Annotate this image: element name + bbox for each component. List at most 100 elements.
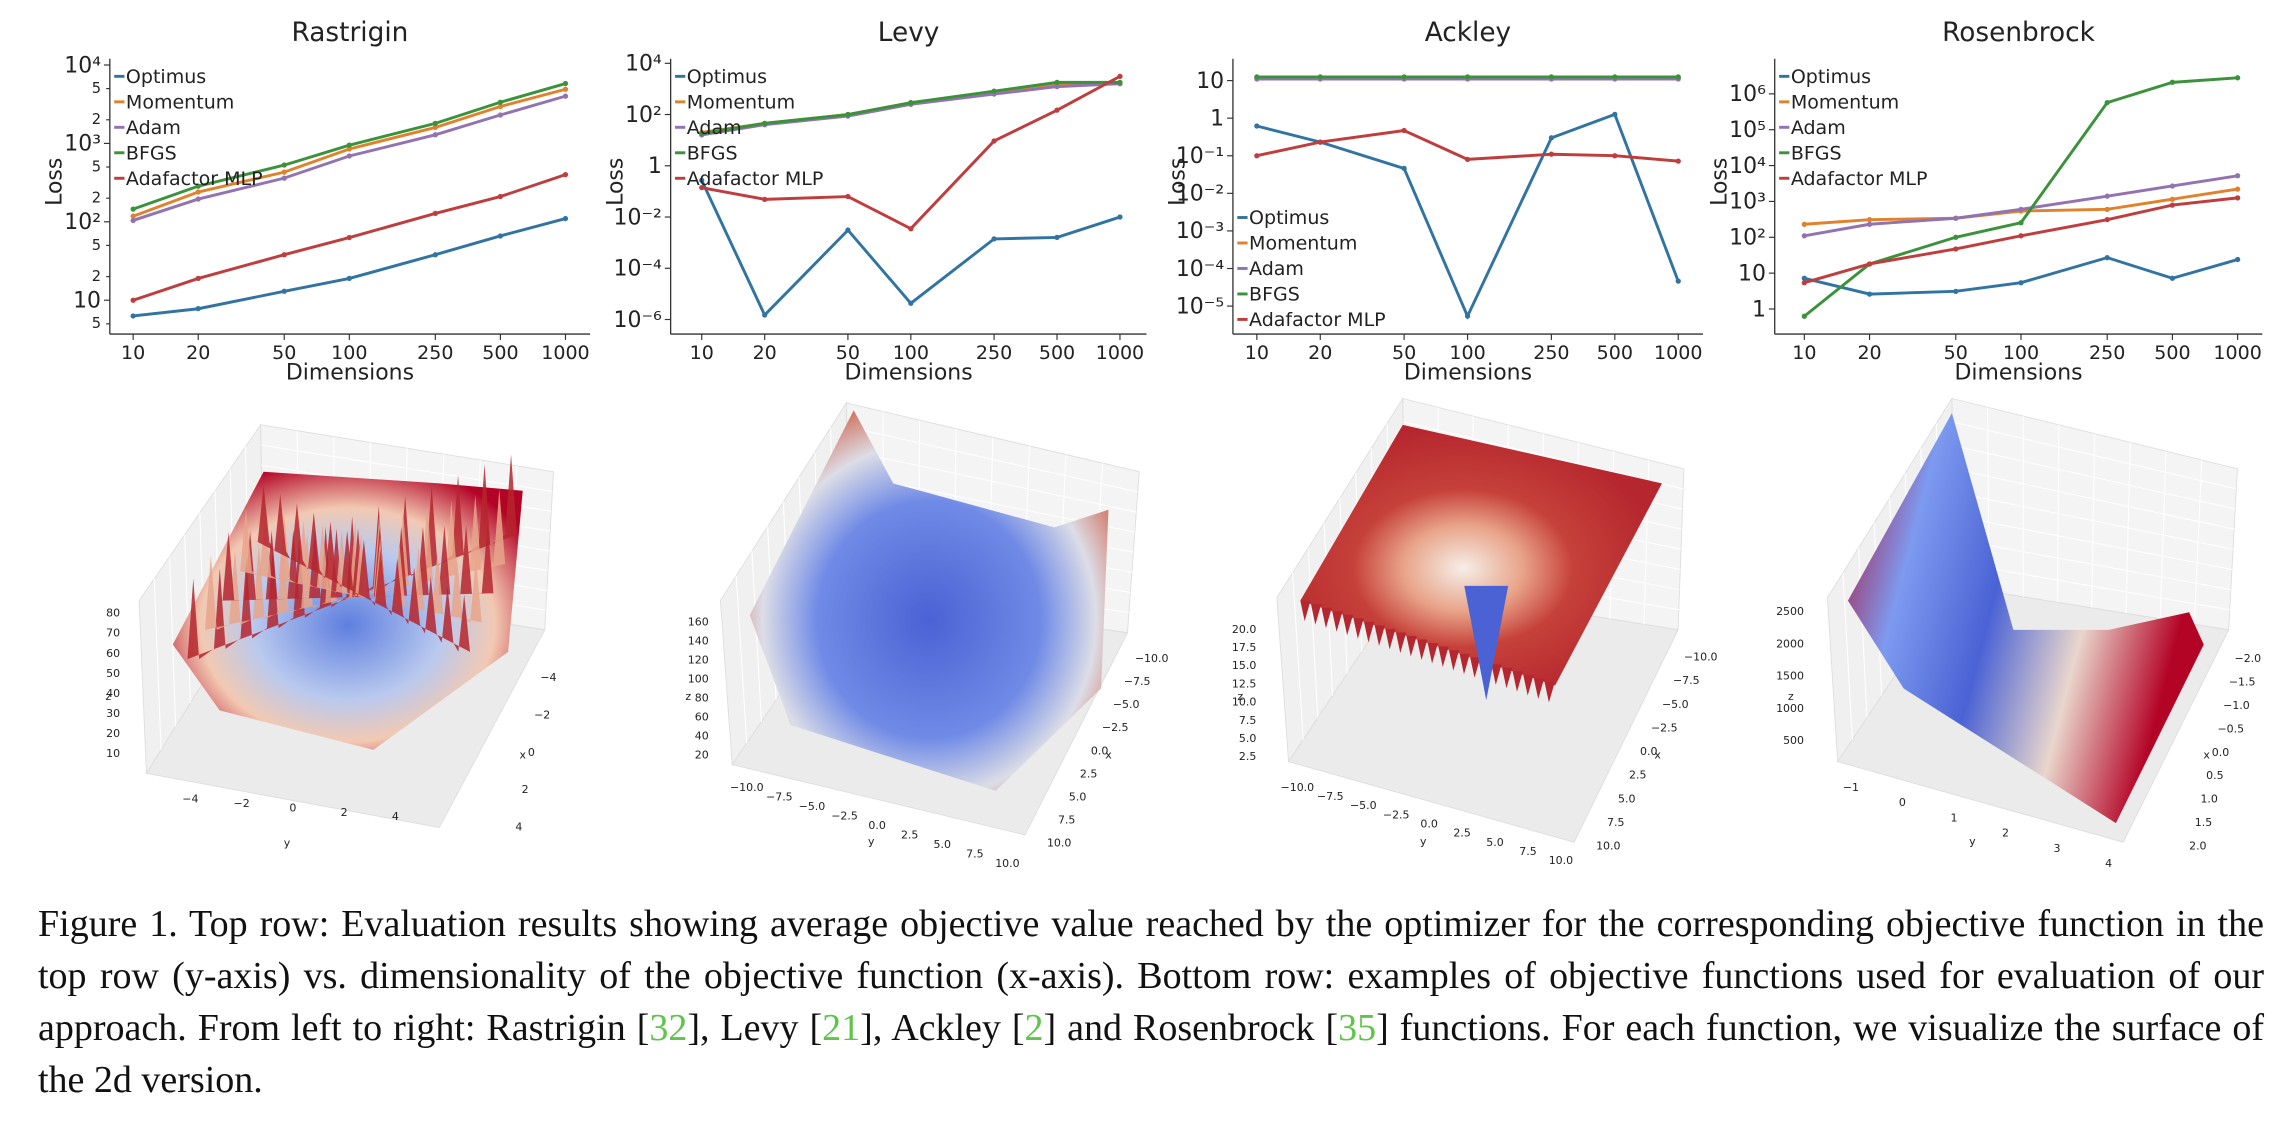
citation: 2 — [1024, 1007, 1044, 1049]
x-tick-label: 1000 — [1096, 342, 1144, 364]
x-tick-label: −1.5 — [2229, 676, 2256, 689]
citation: 21 — [822, 1007, 861, 1049]
y-tick-label: 1 — [1752, 297, 1766, 322]
point — [699, 130, 705, 137]
surface-ridge — [1300, 600, 1555, 703]
point — [762, 196, 768, 202]
y-tick-label: 10⁴ — [64, 53, 101, 78]
x-tick-label: 1000 — [1654, 342, 1702, 364]
point — [1548, 135, 1555, 141]
point — [699, 185, 705, 191]
x-tick-label: 250 — [1533, 342, 1569, 364]
point — [1953, 234, 1959, 240]
surface-plot: 2.55.07.510.012.515.017.520.0−10.0−7.5−5… — [1232, 397, 1718, 867]
y-tick-label: −4 — [182, 793, 198, 806]
x-tick-label: 4 — [515, 820, 522, 833]
z-tick-label: 10.0 — [1232, 696, 1256, 709]
legend-label: Adam — [1791, 117, 1846, 139]
y-tick-label: 2 — [92, 190, 101, 207]
point — [1254, 123, 1260, 129]
point — [281, 175, 287, 181]
y-tick-label: 0.0 — [1420, 818, 1437, 831]
point — [908, 226, 914, 232]
y-tick-label: 10⁴ — [625, 52, 662, 77]
x-tick-label: 100 — [1449, 342, 1485, 364]
z-axis-label: z — [1237, 690, 1243, 703]
point — [1612, 74, 1618, 80]
point — [1612, 153, 1618, 159]
z-tick-label: 5.0 — [1239, 732, 1256, 745]
x-tick-label: 1.5 — [2195, 816, 2212, 829]
y-tick-label: −2.5 — [1383, 808, 1410, 821]
y-tick-label: 10.0 — [1549, 854, 1573, 867]
y-tick-label: 10.0 — [995, 857, 1019, 870]
point — [1953, 288, 1959, 295]
z-tick-label: 12.5 — [1232, 677, 1256, 690]
pane-grid — [1842, 572, 1853, 740]
x-tick-label: −5.0 — [1662, 698, 1689, 711]
point — [1054, 107, 1060, 113]
y-tick-label: 10⁵ — [1729, 118, 1766, 143]
point — [432, 252, 438, 258]
citation: 32 — [649, 1007, 688, 1049]
point — [1866, 291, 1873, 297]
x-axis-label: Dimensions — [1954, 360, 2082, 385]
x-tick-label: −2.0 — [2235, 652, 2262, 665]
point — [1464, 313, 1471, 319]
x-axis-label: x — [1654, 749, 1661, 762]
surface — [1300, 424, 1662, 686]
z-tick-label: 70 — [106, 627, 120, 640]
x-tick-label: 500 — [2154, 342, 2190, 364]
x-tick-label: −0.5 — [2217, 722, 2244, 735]
y-tick-label: 5.0 — [1486, 836, 1503, 849]
y-tick-label: 10² — [625, 103, 662, 128]
z-tick-label: 100 — [688, 673, 709, 686]
point — [1548, 151, 1555, 157]
y-tick-label: 2.5 — [1453, 827, 1470, 840]
x-tick-label: 100 — [331, 342, 367, 364]
point — [2234, 195, 2241, 201]
point — [130, 297, 136, 303]
x-tick-label: 5.0 — [1069, 790, 1086, 803]
y-tick-label: 10⁴ — [1729, 154, 1766, 179]
point — [281, 162, 287, 168]
x-tick-label: −5.0 — [1113, 698, 1140, 711]
point — [2234, 173, 2241, 179]
z-tick-label: 500 — [1783, 734, 1804, 747]
y-tick-label: 10⁻⁴ — [614, 257, 663, 282]
z-tick-label: 20 — [106, 727, 120, 740]
legend-label: Adam — [1249, 258, 1304, 280]
y-tick-label: 2 — [92, 268, 101, 285]
surface-plot: 10 20 30 40 50 60 70 80 −4 −2 0 2 4 −4 −2 0 2 4 z x y — [105, 423, 557, 850]
x-tick-label: 7.5 — [1607, 816, 1624, 829]
z-tick-label: 1000 — [1776, 702, 1804, 715]
y-axis-label: y — [1969, 835, 1976, 848]
point — [2104, 193, 2110, 199]
point — [346, 234, 352, 241]
point — [699, 177, 705, 183]
pane-grid — [1953, 491, 2234, 550]
point — [2234, 186, 2241, 192]
point — [2104, 99, 2110, 106]
point — [346, 142, 352, 148]
point — [195, 189, 201, 195]
x-tick-label: 2 — [522, 783, 529, 796]
y-tick-label: −7.5 — [1317, 790, 1344, 803]
y-tick-label: −5.0 — [1350, 799, 1377, 812]
y-tick-label: 10⁻⁴ — [1176, 257, 1225, 282]
y-tick-label: 2 — [341, 806, 348, 819]
x-tick-label: 500 — [1039, 342, 1075, 364]
caption-text: ], Ackley [ — [860, 1007, 1025, 1049]
surface — [749, 410, 1109, 791]
z-tick-label: 30 — [106, 707, 120, 720]
y-tick-label: 10⁻⁵ — [1176, 294, 1224, 319]
z-tick-label: 1500 — [1776, 670, 1804, 683]
x-tick-label: 20 — [186, 342, 210, 364]
point — [432, 124, 438, 131]
point — [130, 313, 136, 319]
y-tick-label: 0 — [289, 801, 296, 814]
chart-title: Ackley — [1425, 18, 1511, 48]
point — [762, 312, 768, 318]
